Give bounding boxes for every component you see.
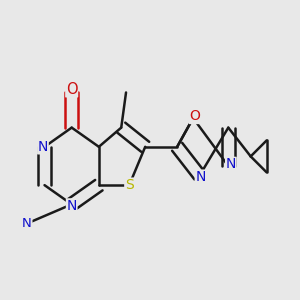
Text: N: N (67, 199, 77, 213)
Text: N: N (38, 140, 48, 154)
Text: S: S (125, 178, 134, 192)
Text: N: N (226, 158, 236, 171)
Text: O: O (189, 110, 200, 123)
Text: O: O (66, 82, 77, 97)
Text: N: N (195, 170, 206, 184)
Text: N: N (22, 217, 32, 230)
